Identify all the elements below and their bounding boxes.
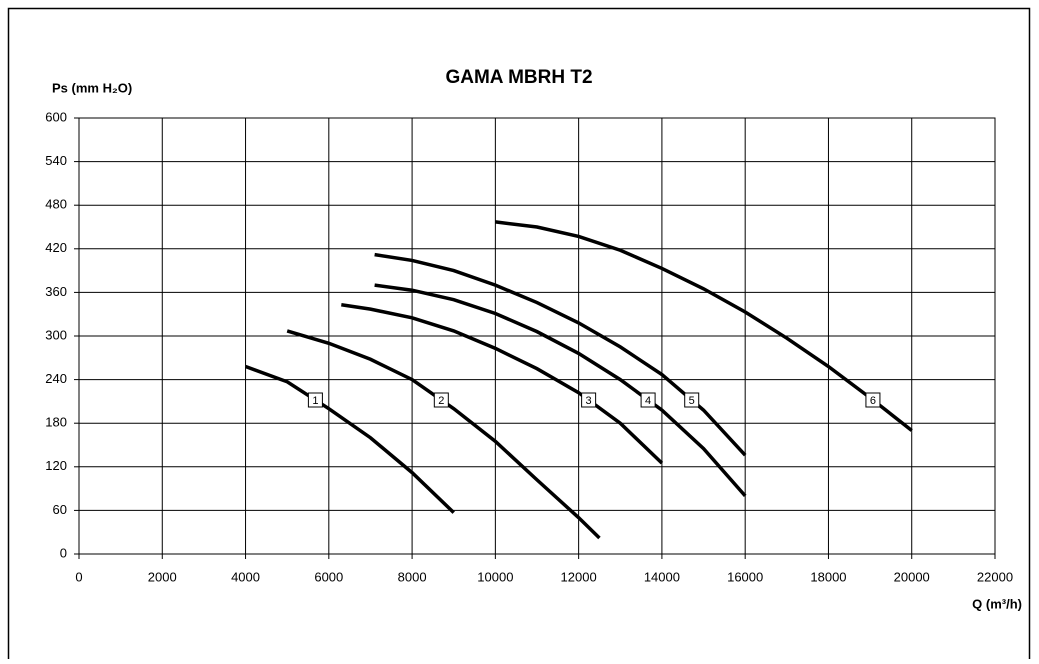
curve-label: 2: [438, 395, 444, 407]
y-tick-label: 360: [45, 284, 67, 299]
y-tick-label: 60: [53, 502, 67, 517]
x-tick-label: 8000: [398, 569, 427, 584]
y-tick-label: 180: [45, 415, 67, 430]
y-tick-label: 600: [45, 109, 67, 124]
curve-label-box: [684, 392, 700, 408]
x-tick-label: 12000: [561, 569, 597, 584]
x-tick-label: 4000: [231, 569, 260, 584]
x-tick-label: 2000: [148, 569, 177, 584]
curve: [341, 303, 664, 465]
x-axis-label: Q (m³/h): [972, 596, 1022, 611]
curve-label: 1: [312, 395, 318, 407]
y-tick-label: 240: [45, 371, 67, 386]
curve-label-box: [865, 392, 881, 408]
y-tick-label: 120: [45, 458, 67, 473]
curve-label-box: [640, 392, 656, 408]
curve-label-box: [433, 392, 449, 408]
y-tick-label: 420: [45, 240, 67, 255]
curve-label: 6: [870, 395, 876, 407]
y-axis-label: Ps (mm H₂O): [52, 80, 132, 95]
x-tick-label: 10000: [477, 569, 513, 584]
x-tick-label: 18000: [810, 569, 846, 584]
y-tick-label: 480: [45, 197, 67, 212]
curve: [374, 283, 747, 498]
chart-title: GAMA MBRH T2: [445, 67, 592, 88]
curve-label: 3: [586, 395, 592, 407]
x-tick-label: 22000: [977, 569, 1013, 584]
x-tick-label: 20000: [894, 569, 930, 584]
curve: [495, 220, 913, 432]
x-tick-label: 0: [75, 569, 82, 584]
y-tick-label: 300: [45, 327, 67, 342]
y-tick-label: 0: [60, 545, 67, 560]
x-tick-label: 6000: [314, 569, 343, 584]
curve: [286, 329, 601, 540]
y-tick-label: 540: [45, 153, 67, 168]
curve-label-box: [581, 392, 597, 408]
curve: [374, 252, 747, 457]
curve-label-box: [307, 392, 323, 408]
x-tick-label: 14000: [644, 569, 680, 584]
curve-label: 4: [645, 395, 651, 407]
curve-label: 5: [689, 395, 695, 407]
x-tick-label: 16000: [727, 569, 763, 584]
curve: [244, 364, 455, 514]
